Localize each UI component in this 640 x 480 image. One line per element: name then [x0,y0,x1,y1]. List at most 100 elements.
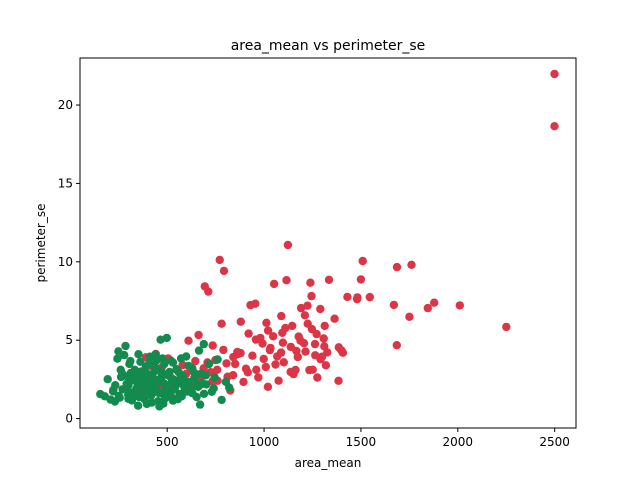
data-point [262,318,271,327]
data-point [365,292,374,302]
x-tick-label: 2000 [443,435,474,449]
data-point [430,298,439,307]
data-point [114,391,124,401]
data-point [124,381,133,390]
data-point [225,383,234,392]
data-point [303,319,312,328]
data-point [163,371,172,380]
data-point [550,69,559,79]
data-point [278,338,288,347]
data-point [392,341,401,350]
chart-title: area_mean vs perimeter_se [231,38,426,54]
data-point [407,260,416,269]
data-point [198,379,207,388]
data-point [213,355,222,364]
x-tick-label: 500 [156,435,179,449]
data-point [286,367,295,377]
data-point [236,317,245,326]
data-point [182,352,191,361]
data-point [269,332,278,341]
data-point [550,122,559,131]
data-point [176,374,185,383]
y-tick-label: 20 [58,98,73,112]
data-point [213,365,222,374]
data-point [133,391,142,400]
data-point [502,322,511,332]
data-point [126,394,135,403]
data-point [296,303,306,313]
data-point [320,342,329,351]
data-point [263,382,273,391]
data-point [239,377,248,387]
data-point [103,375,112,384]
data-point [154,388,163,398]
data-point [217,395,226,405]
data-point [184,361,193,371]
data-point [133,401,143,410]
x-tick-label: 1000 [249,435,280,449]
data-point [263,326,273,335]
data-point [259,354,268,364]
data-point [129,373,139,383]
data-point [201,371,211,380]
data-point [316,355,325,364]
data-point [118,369,127,378]
data-point [300,311,310,320]
data-point [321,361,331,370]
data-point [222,359,231,368]
data-point [266,343,275,353]
data-point [283,240,293,250]
data-point [273,352,282,361]
data-point [190,368,199,378]
data-point [303,301,312,310]
data-point [330,314,339,323]
data-point [282,276,291,285]
data-point [195,400,205,409]
data-point [209,384,218,393]
data-point [308,365,317,374]
data-point [294,332,303,341]
y-axis-label: perimeter_se [34,204,48,283]
x-tick-label: 1500 [346,435,377,449]
data-point [231,359,240,369]
plot-frame [79,57,577,429]
data-point [312,329,321,339]
data-point [113,354,122,363]
data-point [121,341,130,351]
data-point [170,385,179,394]
data-point [281,323,290,333]
data-point [301,347,310,356]
y-tick-label: 15 [58,176,73,190]
data-point [405,312,414,321]
data-point [261,362,270,372]
data-point [423,303,432,313]
data-point [164,391,174,400]
data-point [243,368,252,377]
data-point [392,262,402,272]
x-axis-label: area_mean [295,456,362,470]
data-point [142,369,151,378]
data-point [204,359,214,369]
data-point [208,341,217,350]
data-point [142,399,151,409]
data-point [184,336,193,345]
data-point [248,351,257,360]
data-point [337,346,346,355]
data-point [194,346,204,355]
data-point [120,350,129,360]
data-point [191,356,200,366]
data-point [109,385,118,395]
data-point [244,329,253,338]
data-point [126,356,135,366]
data-point [219,266,229,276]
data-point [219,345,228,355]
data-point [254,373,263,382]
data-point [199,389,209,398]
data-point [183,387,192,396]
data-point [306,278,315,287]
data-point [251,335,261,344]
data-point [162,333,171,343]
data-point [279,358,288,367]
y-axis-ticks: 0 5 10 15 20 [58,98,80,426]
points-layer [96,69,559,411]
